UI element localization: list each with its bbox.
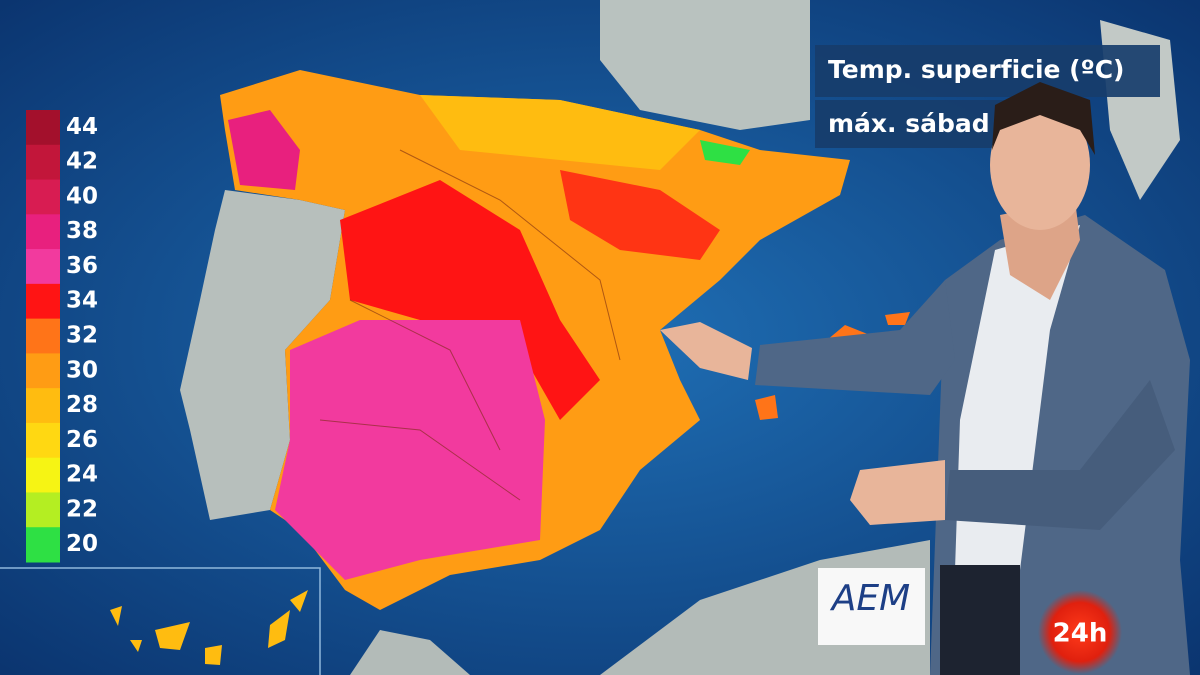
france-land [600,0,810,130]
temperature-legend: 44 42 40 38 36 34 32 30 28 26 24 22 20 [26,110,98,563]
province-borders [319,149,621,501]
presenter-neck [1000,200,1080,300]
legend-swatch [26,110,60,146]
pyrenees-cool-zone [700,140,750,165]
legend-swatch [26,144,60,181]
agency-logo: AEM [830,578,910,619]
north-warm-zone [420,95,700,170]
subtitle-box [815,100,1005,148]
legend-label: 28 [66,392,98,418]
title: Temp. superficie (ºC) [828,55,1124,84]
legend-label: 34 [66,288,98,314]
presenter-left-arm [945,380,1175,530]
channel-glow [1038,590,1122,674]
presenter-trousers [940,565,1020,675]
legend-swatch [26,527,60,563]
canary-islands [110,590,308,665]
legend-swatch [26,422,60,459]
legend-swatch [26,214,60,250]
legend-label: 20 [66,531,98,557]
central-hot-zone [340,180,600,420]
legend-label: 32 [66,323,98,349]
legend-swatch [26,249,60,285]
legend-swatch [26,179,60,215]
galicia-hot-zone [228,110,300,190]
menorca [885,312,910,325]
legend-label: 44 [66,114,98,140]
presenter-head [990,100,1090,230]
legend-swatch [26,318,60,354]
ibiza [755,395,778,420]
morocco-land [350,630,470,675]
legend-label: 40 [66,183,98,209]
legend-label: 22 [66,496,98,522]
legend-swatch [26,353,60,389]
legend-swatch [26,457,60,493]
legend-swatch [26,283,60,320]
canary-inset-frame [0,567,321,675]
ebro-hot-zone [560,170,720,260]
presenter-arm [755,280,955,395]
legend-swatch [26,388,60,424]
agency-logo-box [818,568,925,645]
southwest-very-hot-zone [275,320,545,580]
legend-label: 30 [66,357,98,383]
legend-label: 26 [66,427,98,453]
legend-label: 24 [66,462,98,488]
channel-logo: 24h [1053,619,1108,649]
presenter-hair [992,82,1095,155]
legend-label: 36 [66,253,98,279]
presenter-left-hand [850,460,945,525]
legend-swatch [26,492,60,528]
legend-label: 42 [66,149,98,175]
presenter-hand [660,322,752,380]
title-box [815,45,1160,97]
legend-label: 38 [66,218,98,244]
subtitle: máx. sábad [828,109,990,138]
portugal-land [180,190,345,520]
